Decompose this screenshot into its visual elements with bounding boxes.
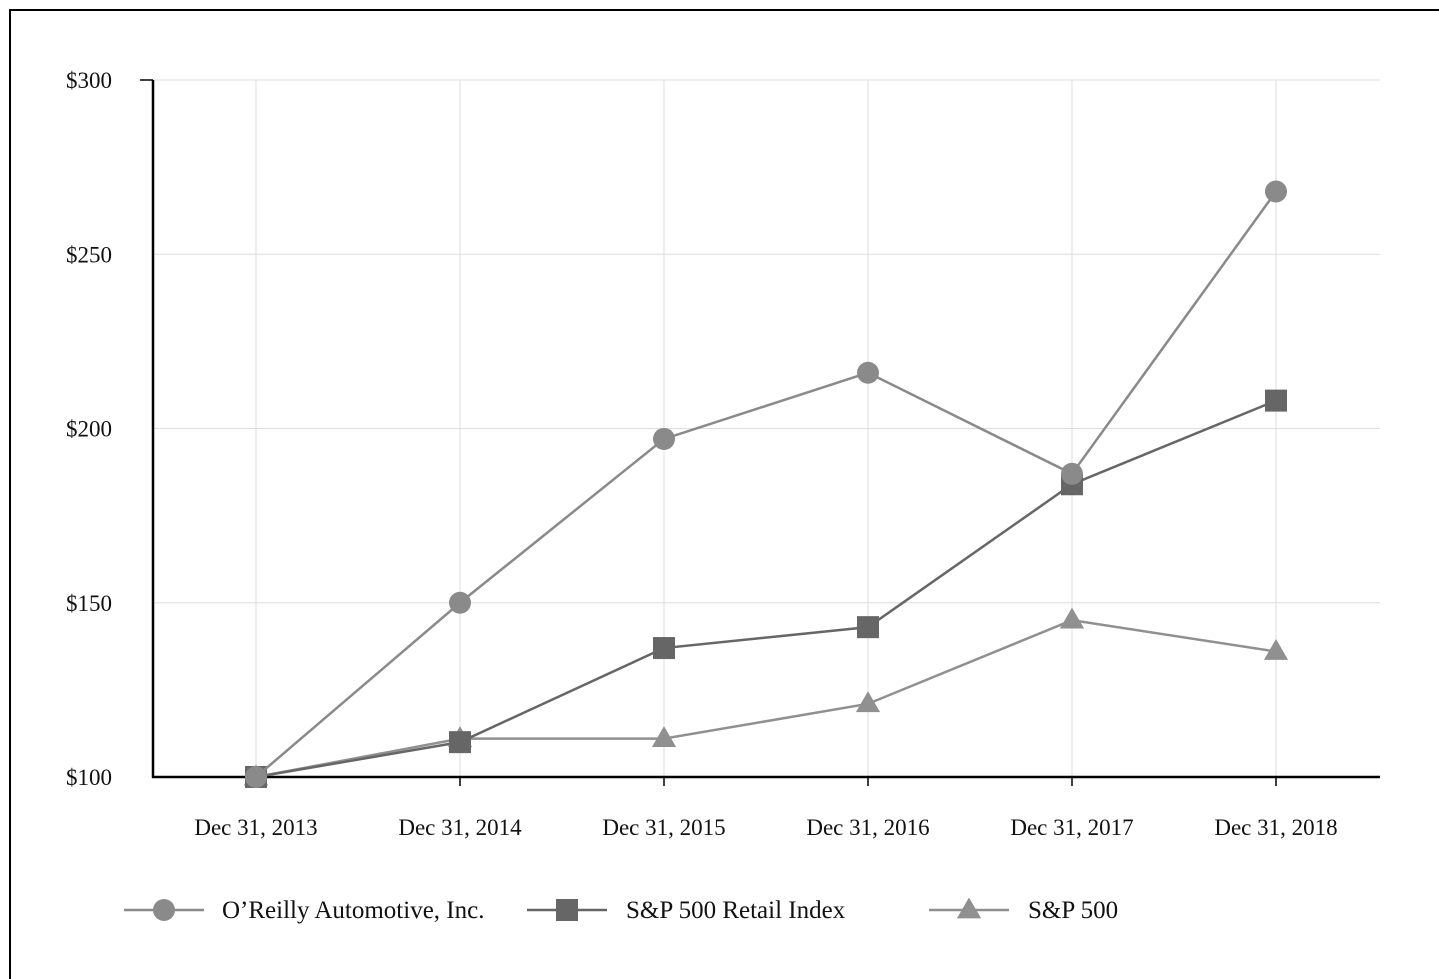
series-group xyxy=(243,180,1289,788)
y-axis-ticks: $100 $150 $200 $250 $300 xyxy=(66,68,112,790)
y-tick-label: $200 xyxy=(66,417,112,442)
x-tick-label: Dec 31, 2015 xyxy=(602,815,725,840)
data-point xyxy=(1265,389,1287,412)
legend-label: S&P 500 Retail Index xyxy=(626,897,846,924)
series-1 xyxy=(245,389,1287,788)
legend: O’Reilly Automotive, Inc. S&P 500 Retail … xyxy=(124,897,1118,924)
legend-label: O’Reilly Automotive, Inc. xyxy=(222,897,484,924)
series-0 xyxy=(245,180,1287,788)
legend-item-1: S&P 500 Retail Index xyxy=(527,897,846,924)
data-point xyxy=(449,591,471,614)
axes xyxy=(140,79,1380,779)
x-axis-ticks: Dec 31, 2013 Dec 31, 2014 Dec 31, 2015 Dec … xyxy=(194,777,1338,840)
x-tick-label: Dec 31, 2013 xyxy=(194,815,317,840)
x-tick-label: Dec 31, 2018 xyxy=(1214,815,1337,840)
legend-item-0: O’Reilly Automotive, Inc. xyxy=(124,897,484,924)
y-tick-label: $150 xyxy=(66,591,112,616)
series-2 xyxy=(243,607,1289,786)
gridlines xyxy=(153,79,1380,777)
data-point xyxy=(855,691,881,713)
series-line-0 xyxy=(255,190,1278,778)
x-tick-label: Dec 31, 2016 xyxy=(806,815,929,840)
legend-marker xyxy=(153,899,175,921)
legend-label: S&P 500 xyxy=(1028,897,1118,924)
legend-item-2: S&P 500 xyxy=(929,897,1118,924)
series-line-2 xyxy=(255,618,1277,779)
data-point xyxy=(857,361,879,384)
y-tick-label: $300 xyxy=(66,68,112,93)
data-point xyxy=(449,731,471,754)
data-point xyxy=(245,766,267,788)
y-tick-label: $250 xyxy=(66,242,112,267)
legend-marker xyxy=(956,897,982,919)
y-tick-label: $100 xyxy=(66,765,112,790)
data-point xyxy=(1061,462,1083,485)
data-point xyxy=(1265,180,1287,203)
data-point xyxy=(1263,639,1289,660)
data-point xyxy=(651,726,677,748)
data-point xyxy=(1059,607,1085,629)
chart-frame xyxy=(9,9,1439,979)
data-point xyxy=(653,427,675,450)
legend-marker xyxy=(556,899,578,921)
x-tick-label: Dec 31, 2017 xyxy=(1010,815,1133,840)
x-tick-label: Dec 31, 2014 xyxy=(398,815,522,840)
series-line-1 xyxy=(255,399,1277,779)
data-point xyxy=(857,616,879,639)
data-point xyxy=(653,637,675,660)
